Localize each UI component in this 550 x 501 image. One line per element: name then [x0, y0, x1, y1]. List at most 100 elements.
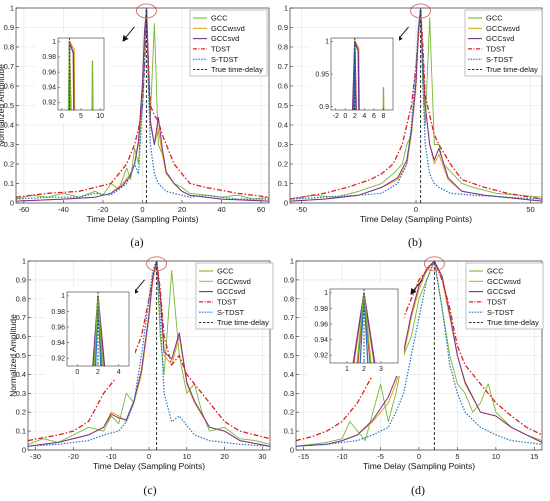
x-tick-label: -60: [18, 205, 29, 214]
x-tick-label: 20: [220, 452, 228, 461]
legend-entry: GCCwsvd: [217, 277, 251, 286]
y-tick-label: 0.9: [4, 23, 14, 32]
inset-y-tick-label: 1: [325, 39, 329, 46]
inset-x-tick-label: 4: [362, 113, 366, 120]
x-tick-label: 20: [178, 205, 186, 214]
y-tick-label: 1: [290, 257, 294, 266]
y-tick-label: 0.8: [4, 43, 14, 52]
x-axis-label: Time Delay (Sampling Points): [360, 214, 472, 224]
y-tick-label: 1: [10, 4, 14, 13]
inset-x-tick-label: 2: [362, 366, 366, 373]
legend-entry: GCCsvd: [487, 287, 515, 296]
y-tick-label: 0.3: [284, 389, 294, 398]
x-tick-label: 15: [530, 452, 538, 461]
x-tick-label: -15: [298, 452, 309, 461]
y-axis-label: Normalized Amplitude: [8, 314, 18, 397]
legend-entry: True time-delay: [211, 65, 263, 74]
legend-entry: S-TDST: [217, 308, 245, 317]
legend-entry: TDST: [217, 298, 237, 307]
y-tick-label: 0.6: [284, 332, 294, 341]
y-tick-label: 0.8: [278, 43, 288, 52]
x-tick-label: 0: [140, 205, 144, 214]
chart-panel-1: -60 -40 -20 0 20 40 60 0 0.1 0.2 0.3 0.4 0.5 0.6 0.7 0.…: [0, 4, 269, 250]
y-axis-label: Normalized Amplitude: [0, 64, 6, 147]
y-tick-label: 0.4: [284, 370, 294, 379]
y-tick-label: 0.9: [284, 275, 294, 284]
y-tick-label: 0.9: [278, 23, 288, 32]
y-tick-label: 0.8: [16, 294, 26, 303]
inset-background: [45, 287, 135, 379]
legend-entry: GCC: [217, 267, 234, 276]
inset-y-tick-label: 0.96: [314, 321, 328, 328]
inset-y-tick-label: 0.94: [42, 85, 56, 92]
chart-panel-4: -15 -10 -5 0 5 10 1500.10.20.30.40.50.60.70.80…: [284, 257, 543, 498]
legend-entry: GCCsvd: [486, 34, 514, 43]
inset-y-tick-label: 0.92: [42, 100, 56, 107]
inset-plot: -2 0 2 4 6 80.90.951: [309, 33, 399, 172]
legend-entry: True time-delay: [487, 318, 539, 327]
inset-x-tick-label: 6: [372, 113, 376, 120]
chart-panel-3: -30 -20 -10 0 10 20 3000.10.20.30.40.50.60.70.…: [8, 257, 273, 498]
x-tick-label: 10: [492, 452, 500, 461]
x-tick-label: 0: [414, 205, 418, 214]
x-tick-label: 30: [258, 452, 266, 461]
inset-y-tick-label: 0.92: [51, 356, 65, 363]
legend-entry: S-TDST: [486, 55, 514, 64]
inset-y-tick-label: 0.95: [315, 71, 329, 78]
legend: GCCGCCwsvdGCCsvd TDSTS-TDSTTrue time-dela…: [196, 263, 273, 329]
inset-y-tick-label: 0.92: [314, 353, 328, 360]
y-tick-label: 1: [284, 4, 288, 13]
panel-caption: (a): [130, 235, 143, 249]
legend-entry: GCCwsvd: [486, 24, 520, 33]
x-axis-label: Time Delay (Sampling Points): [363, 461, 475, 471]
y-tick-label: 0.8: [284, 294, 294, 303]
inset-y-tick-label: 0.96: [51, 324, 65, 331]
x-tick-label: -30: [30, 452, 41, 461]
legend-entry: TDST: [487, 298, 507, 307]
x-tick-label: 5: [455, 452, 459, 461]
legend-entry: True time-delay: [217, 318, 269, 327]
inset-x-tick-label: 0: [75, 369, 79, 376]
y-tick-label: 0.7: [278, 62, 288, 71]
y-tick-label: 0: [22, 446, 26, 455]
legend-entry: S-TDST: [211, 55, 239, 64]
legend-entry: TDST: [211, 45, 231, 54]
inset-x-tick-label: 10: [96, 113, 104, 120]
inset-y-tick-label: 0.96: [42, 69, 56, 76]
inset-x-tick-label: 1: [345, 366, 349, 373]
chart-panel-2: -50 0 5000.10.20.30.40.50.60.70.80.91Time …: [278, 4, 542, 250]
inset-y-tick-label: 0.98: [314, 306, 328, 313]
x-tick-label: 60: [257, 205, 265, 214]
inset-x-tick-label: 0: [60, 113, 64, 120]
y-tick-label: 0.5: [278, 101, 288, 110]
inset-x-tick-label: 5: [79, 113, 83, 120]
legend-entry: GCC: [487, 267, 504, 276]
legend-entry: GCCwsvd: [211, 24, 245, 33]
inset-x-tick-label: 2: [353, 113, 357, 120]
inset-y-tick-label: 0.9: [319, 104, 329, 111]
x-tick-label: 50: [526, 205, 534, 214]
panel-caption: (b): [408, 235, 422, 249]
y-tick-label: 0.2: [16, 408, 26, 417]
x-axis-label: Time Delay (Sampling Points): [93, 461, 205, 471]
panel-caption: (c): [143, 483, 156, 497]
x-axis-label: Time Delay (Sampling Points): [86, 214, 198, 224]
inset-x-tick-label: 8: [382, 113, 386, 120]
inset-y-tick-label: 0.98: [42, 54, 56, 61]
legend-entry: GCCwsvd: [487, 277, 521, 286]
x-tick-label: -5: [377, 452, 384, 461]
inset-y-tick-label: 0.94: [314, 337, 328, 344]
x-tick-label: -20: [98, 205, 109, 214]
legend-entry: GCCsvd: [217, 287, 245, 296]
y-tick-label: 1: [22, 257, 26, 266]
x-tick-label: -40: [58, 205, 69, 214]
x-tick-label: -10: [337, 452, 348, 461]
inset-x-tick-label: 0: [343, 113, 347, 120]
inset-background: [308, 284, 404, 376]
y-tick-label: 0: [284, 199, 288, 208]
inset-line-gcc: [383, 87, 385, 172]
inset-x-tick-label: 2: [96, 369, 100, 376]
x-tick-label: 0: [147, 452, 151, 461]
